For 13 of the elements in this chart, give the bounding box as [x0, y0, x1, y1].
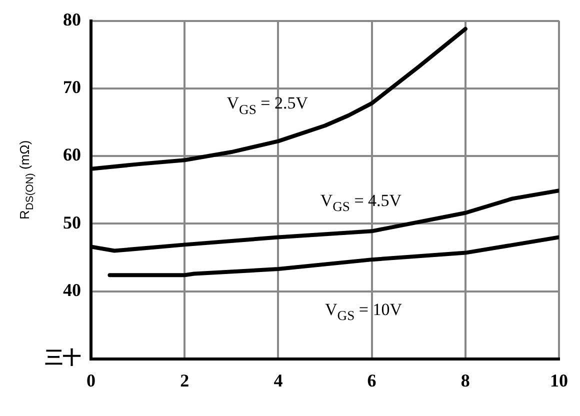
- y-tick-label: 70: [63, 77, 81, 98]
- y-axis-title: RDS(ON) (mΩ): [17, 140, 36, 220]
- x-tick-label: 10: [550, 370, 568, 390]
- y-tick-label: 三十: [45, 348, 81, 368]
- x-tick-label: 0: [86, 370, 96, 390]
- y-tick-label: 40: [63, 280, 81, 300]
- x-tick-label: 8: [460, 370, 470, 390]
- y-tick-label: 50: [63, 212, 81, 232]
- y-tick-label: 60: [63, 144, 81, 165]
- y-tick-label: 80: [63, 9, 81, 30]
- x-tick-label: 4: [274, 370, 283, 390]
- x-tick-label: 2: [180, 370, 190, 390]
- x-tick-label: 6: [367, 370, 376, 390]
